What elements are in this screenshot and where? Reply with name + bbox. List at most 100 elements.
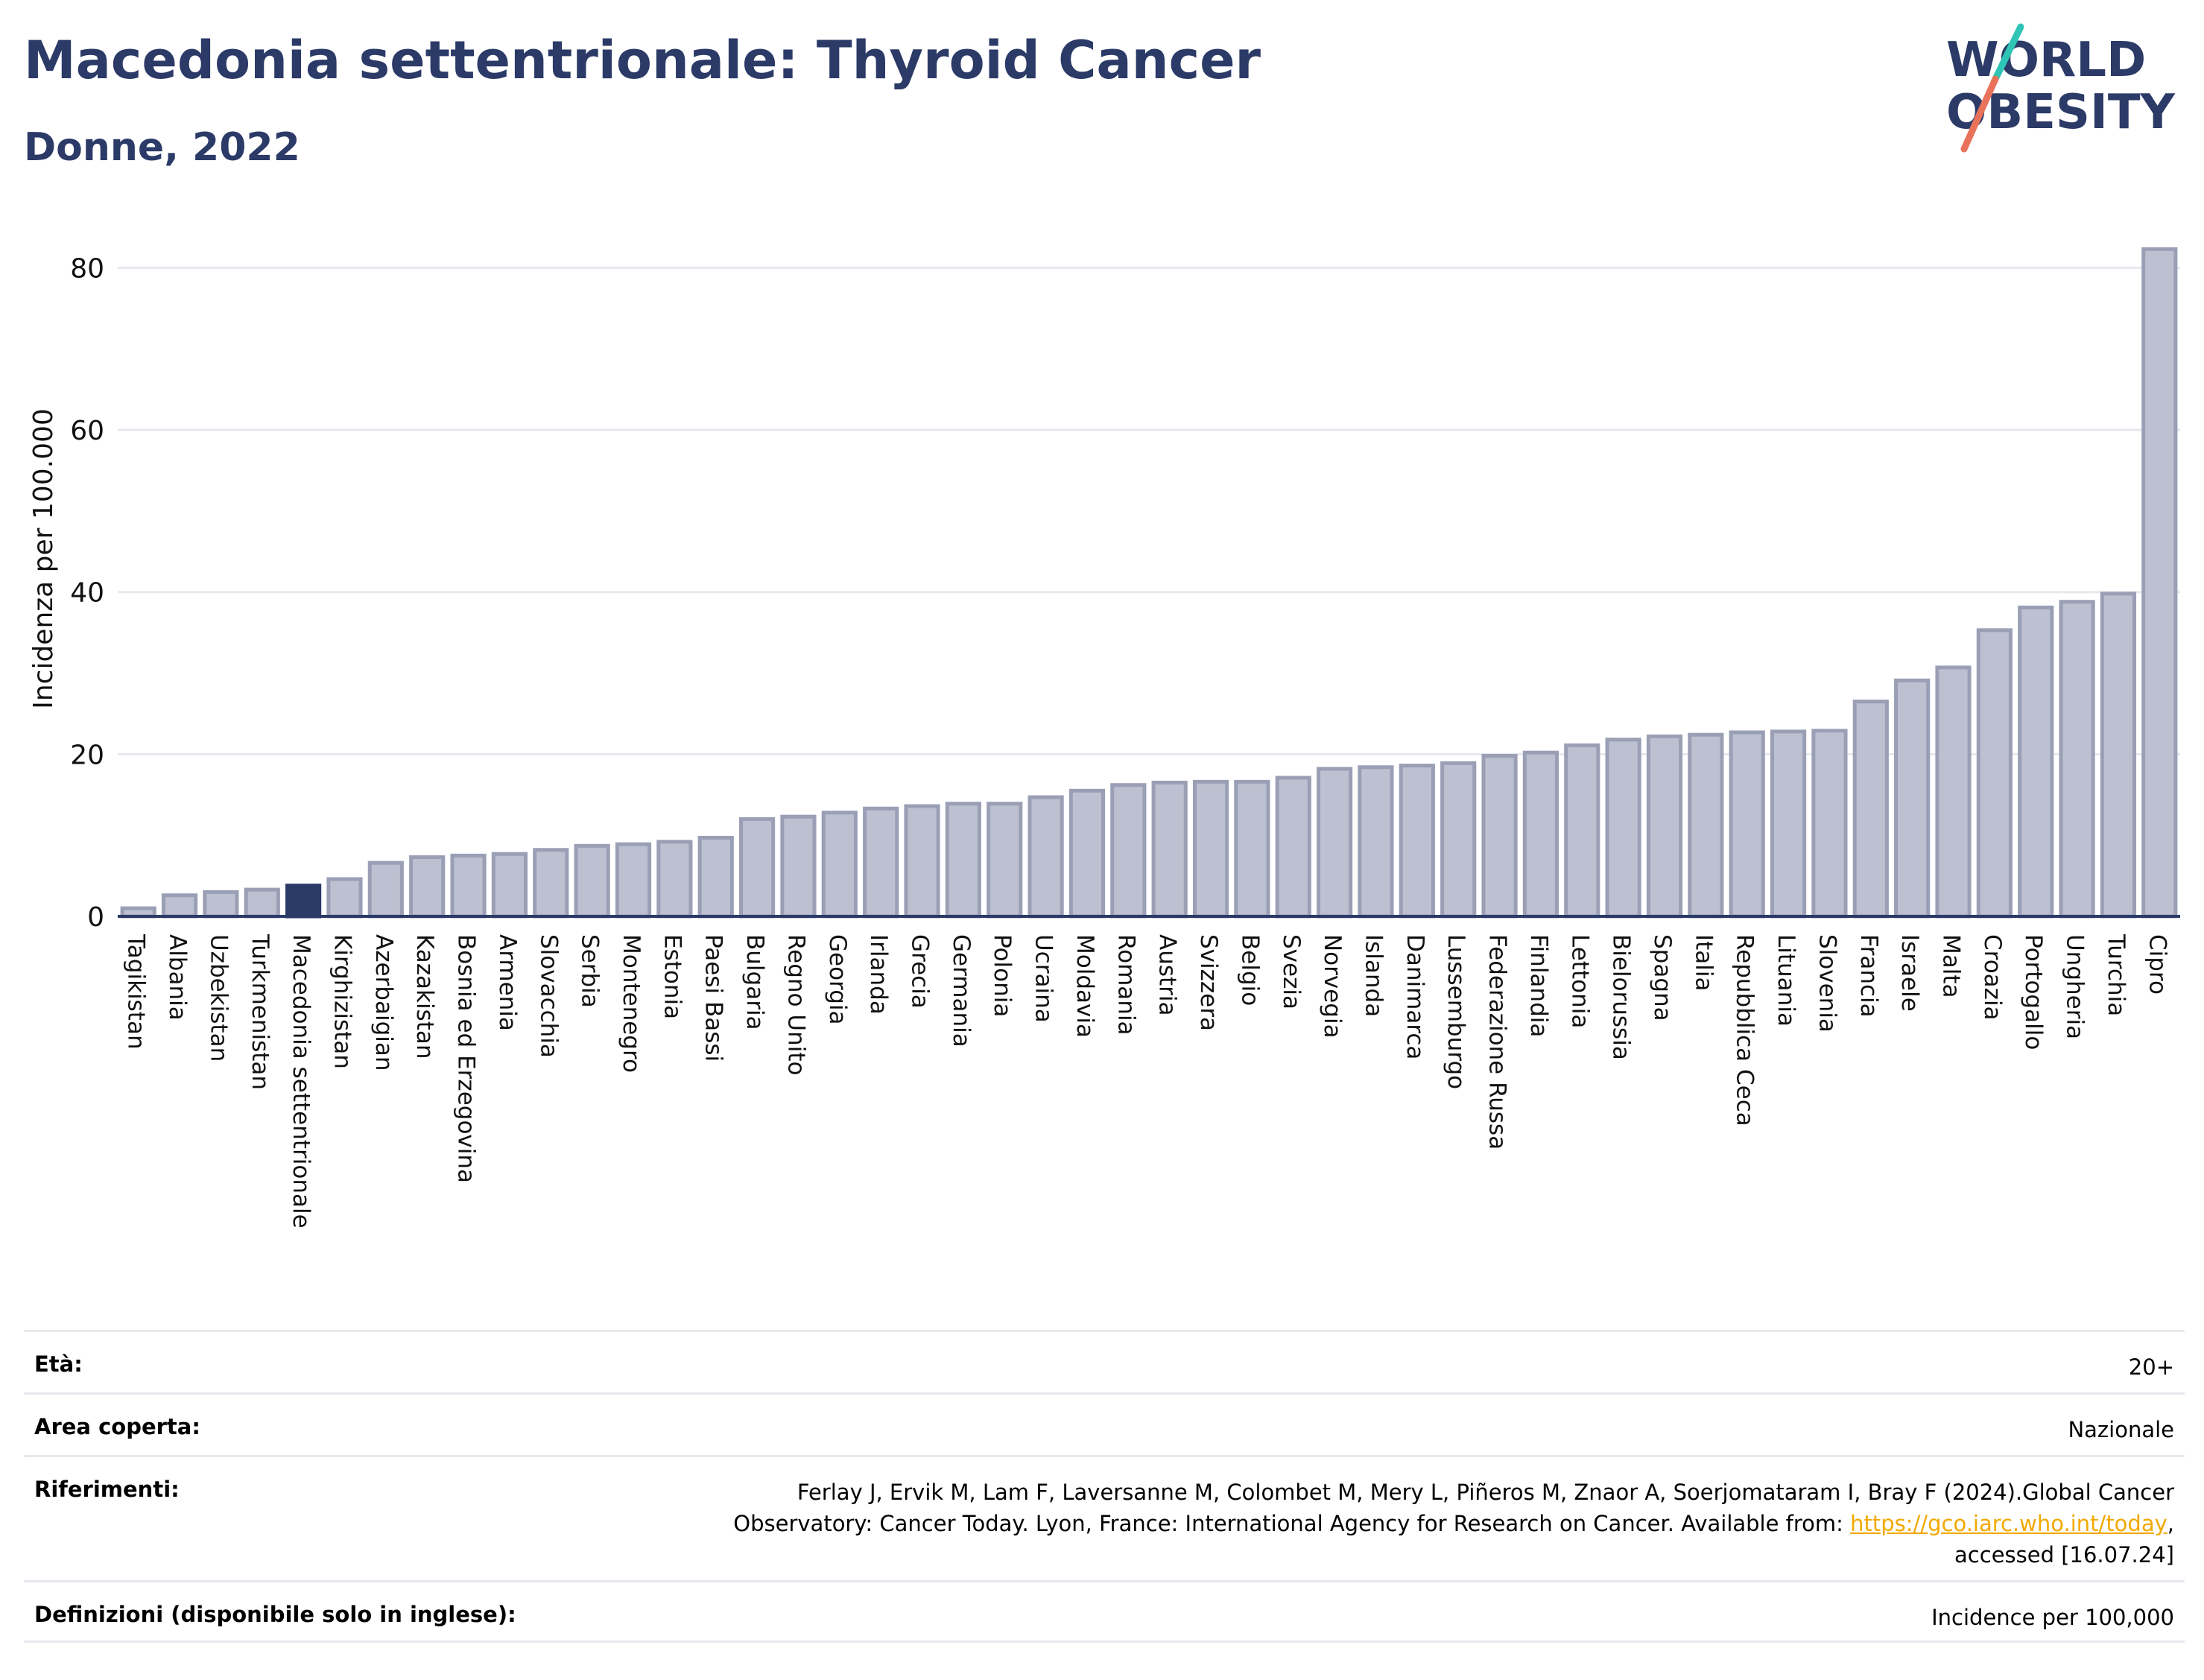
bar-turkmenistan <box>244 887 280 919</box>
x-tick-label: Paesi Bassi <box>700 934 727 1062</box>
logo-slash-teal <box>1992 23 2024 83</box>
bar-francia <box>1852 700 1889 919</box>
x-tick-label: Georgia <box>824 934 851 1025</box>
x-tick-label: Kazakistan <box>411 934 438 1059</box>
grid-lines <box>118 266 2180 755</box>
x-tick-label: Danimarca <box>1402 934 1428 1059</box>
x-tick-label: Polonia <box>989 934 1016 1017</box>
y-tick-label: 0 <box>87 902 104 933</box>
x-tick-label: Macedonia settentrionale <box>288 934 314 1229</box>
bar-azerbaigian <box>367 860 404 919</box>
axes: 0 20 40 60 80 <box>70 253 2180 933</box>
bar-austria <box>1151 780 1188 919</box>
bar-chart: 0 20 40 60 80 Tagikistan Albania Uzbekistan Tur… <box>28 247 2180 1229</box>
age-value: 20+ <box>2128 1354 2174 1380</box>
bar-islanda <box>1358 765 1394 919</box>
bar-grecia <box>904 804 940 919</box>
x-tick-label: Turkmenistan <box>247 933 273 1090</box>
x-tick-label: Montenegro <box>618 934 645 1073</box>
x-tick-label: Ucraina <box>1030 934 1057 1023</box>
logo-slash-coral <box>1960 75 1999 153</box>
bar-montenegro <box>615 842 652 919</box>
x-tick-label: Slovenia <box>1814 934 1840 1033</box>
x-tick-label: Belgio <box>1236 934 1263 1006</box>
bar-federazione-russa <box>1481 754 1518 919</box>
x-tick-label: Albania <box>164 934 191 1021</box>
chart-title: Macedonia settentrionale: Thyroid Cancer <box>24 30 1261 91</box>
references-text: Ferlay J, Ervik M, Lam F, Laversanne M, … <box>733 1477 2174 1570</box>
bars <box>120 247 2178 919</box>
bar-svizzera <box>1192 779 1229 919</box>
bar-kirghizistan <box>326 877 363 919</box>
x-tick-label: Repubblica Ceca <box>1732 934 1758 1126</box>
bar-georgia <box>821 811 858 919</box>
bar-turchia <box>2100 592 2137 919</box>
bar-norvegia <box>1317 767 1353 919</box>
bar-romania <box>1110 783 1147 919</box>
x-tick-label: Regno Unito <box>782 934 809 1075</box>
area-label: Area coperta: <box>34 1414 200 1439</box>
chart-subtitle: Donne, 2022 <box>24 125 300 170</box>
bar-malta <box>1935 665 1972 919</box>
age-label: Età: <box>34 1351 83 1377</box>
bar-lussemburgo <box>1440 761 1477 919</box>
references-row: Riferimenti: Ferlay J, Ervik M, Lam F, L… <box>24 1455 2185 1580</box>
age-row: Età: 20+ <box>24 1330 2185 1392</box>
x-tick-label: Grecia <box>907 934 934 1009</box>
bar-bosnia-ed-erzegovina <box>450 853 487 919</box>
x-tick-label: Turchia <box>2103 933 2129 1016</box>
x-tick-label: Croazia <box>1979 934 2006 1021</box>
bar-moldavia <box>1068 788 1106 919</box>
y-tick-label: 60 <box>70 416 104 446</box>
bar-ungheria <box>2059 600 2095 919</box>
definitions-label: Definizioni (disponibile solo in inglese… <box>34 1602 516 1627</box>
x-tick-label: Lettonia <box>1566 934 1593 1028</box>
y-tick-label: 80 <box>70 253 104 284</box>
bar-slovacchia <box>533 848 569 919</box>
x-tick-label: Cipro <box>2144 934 2170 995</box>
bar-regno-unito <box>780 814 817 919</box>
x-tick-label: Bielorussia <box>1608 934 1635 1060</box>
x-tick-label: Uzbekistan <box>205 934 232 1062</box>
x-tick-label: Azerbaigian <box>370 934 397 1071</box>
bar-paesi-bassi <box>697 835 734 919</box>
bar-croazia <box>1976 628 2013 919</box>
bar-bielorussia <box>1605 738 1641 919</box>
bar-finlandia <box>1522 750 1559 919</box>
info-table: Età: 20+ Area coperta: Nazionale Riferim… <box>24 1330 2185 1643</box>
x-tick-label: Malta <box>1938 934 1965 998</box>
x-tick-label: Finlandia <box>1525 934 1552 1037</box>
x-tick-label: Moldavia <box>1071 934 1098 1038</box>
gco-link[interactable]: https://gco.iarc.who.int/today <box>1850 1511 2167 1536</box>
references-line2-pre: Observatory: Cancer Today. Lyon, France:… <box>733 1511 1851 1536</box>
x-tick-label: Tagikistan <box>123 933 150 1050</box>
x-tick-label: Irlanda <box>865 934 892 1015</box>
area-row: Area coperta: Nazionale <box>24 1392 2185 1455</box>
references-line3: accessed [16.07.24] <box>1954 1542 2174 1568</box>
bar-serbia <box>574 843 610 919</box>
x-tick-label: Portogallo <box>2020 934 2047 1050</box>
bar-irlanda <box>863 806 899 919</box>
x-tick-label: Lituania <box>1773 934 1799 1027</box>
bar-lituania <box>1770 729 1807 919</box>
x-tick-label: Svizzera <box>1195 934 1222 1031</box>
bar-uzbekistan <box>203 890 239 919</box>
x-tick-label: Bulgaria <box>741 934 768 1030</box>
bar-slovenia <box>1811 729 1848 919</box>
x-tick-label: Islanda <box>1360 934 1387 1017</box>
logo-line1: WORLD <box>1946 33 2146 88</box>
y-tick-label: 40 <box>70 578 104 609</box>
references-line2: Observatory: Cancer Today. Lyon, France:… <box>733 1508 2174 1539</box>
x-tick-label: Serbia <box>577 934 604 1008</box>
bar-armenia <box>491 852 528 919</box>
references-line1: Ferlay J, Ervik M, Lam F, Laversanne M, … <box>797 1480 2174 1505</box>
bar-germania <box>945 802 981 919</box>
y-axis-label: Incidenza per 100.000 <box>28 408 59 709</box>
bar-polonia <box>987 802 1023 919</box>
world-obesity-logo: WORLD OBESITY <box>1946 23 2175 153</box>
bar-ucraina <box>1027 795 1064 919</box>
bar-repubblica-ceca <box>1729 730 1765 919</box>
bar-estonia <box>656 840 693 919</box>
x-tick-label: Austria <box>1154 934 1181 1016</box>
bar-macedonia-settentrionale <box>285 884 322 919</box>
